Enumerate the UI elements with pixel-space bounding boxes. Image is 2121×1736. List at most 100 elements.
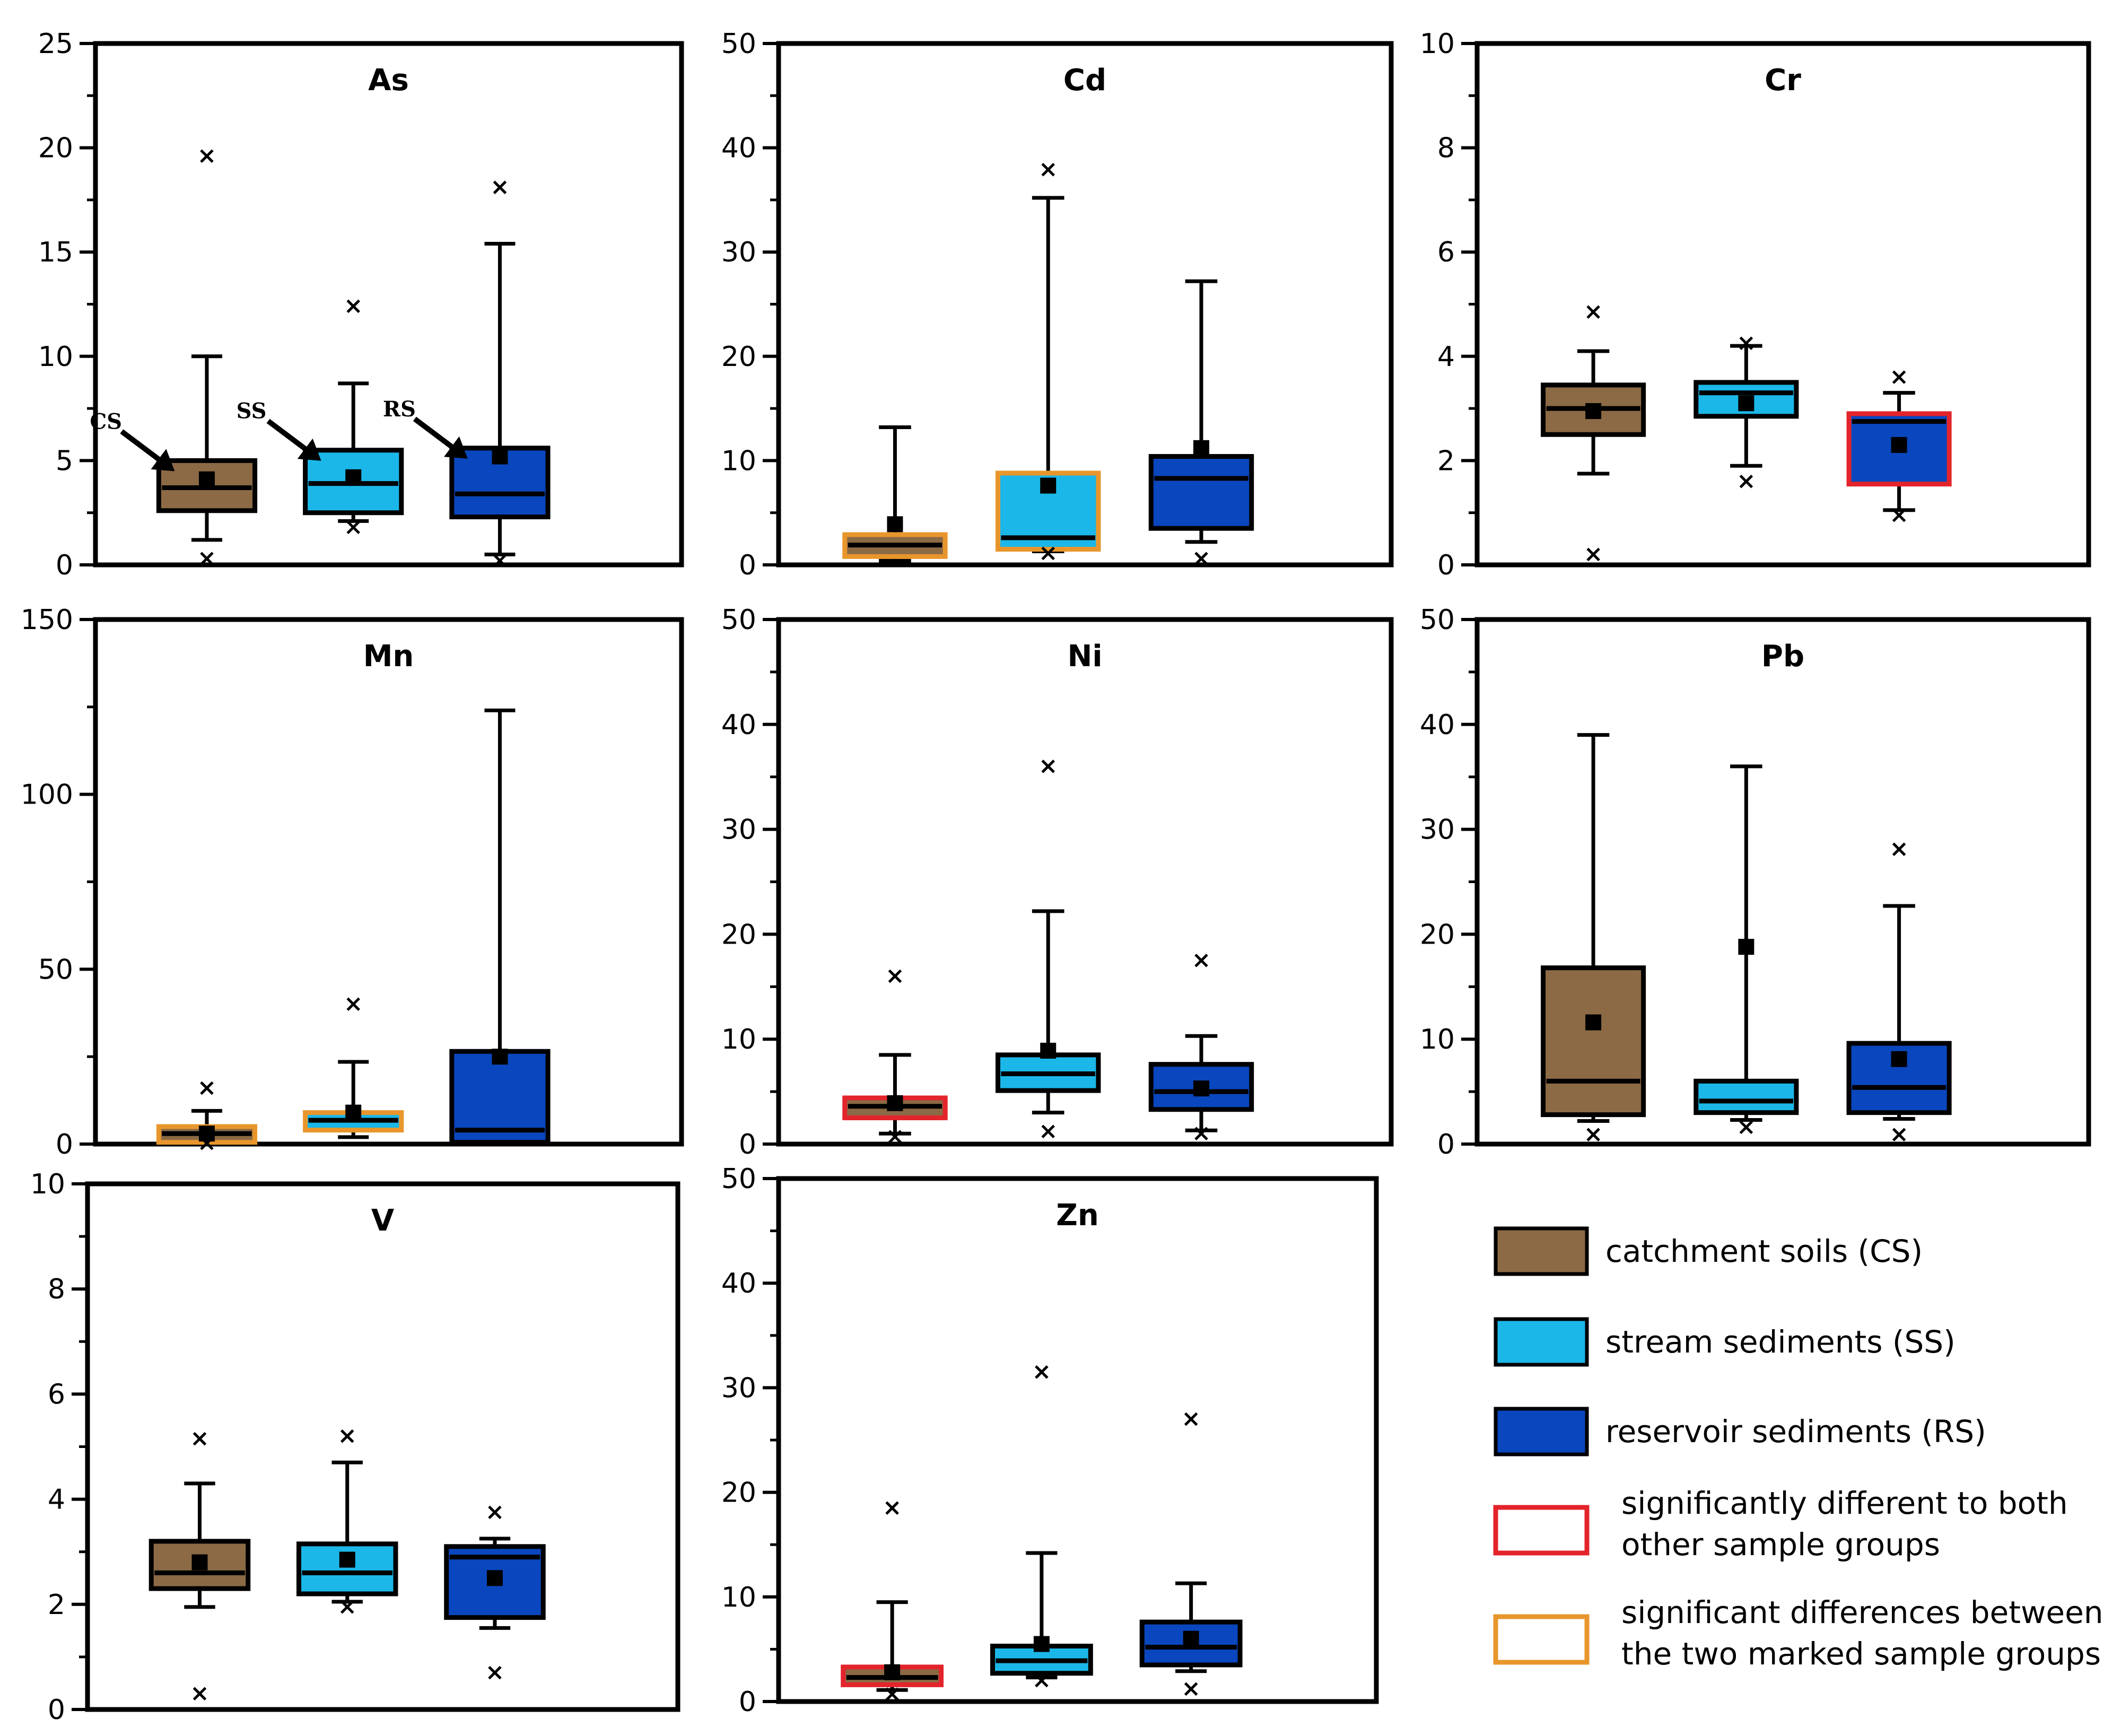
outlier-stroke — [1739, 336, 1753, 350]
y-tick-label: 150 — [21, 604, 73, 636]
y-tick-label: 50 — [1420, 604, 1455, 636]
legend-label: the two marked sample groups — [1621, 1636, 2101, 1672]
outlier-stroke — [885, 1687, 899, 1701]
mean-marker — [191, 1554, 208, 1571]
callout-label: CS — [90, 409, 122, 434]
y-tick-label: 20 — [721, 341, 756, 373]
box-rs — [1148, 954, 1254, 1140]
y-tick-label: 0 — [1437, 549, 1455, 581]
box-body — [1148, 454, 1254, 531]
y-tick-label: 10 — [721, 1024, 756, 1055]
y-tick-label: 20 — [721, 1477, 756, 1509]
mean-marker — [1738, 939, 1755, 955]
y-tick-label: 2 — [48, 1589, 65, 1621]
plot-frame — [85, 1181, 680, 1712]
legend-swatch — [1493, 1505, 1590, 1556]
outlier-stroke — [1035, 1673, 1049, 1688]
legend: catchment soils (CS) stream sediments (SS… — [1493, 1226, 2103, 1672]
y-tick-label: 0 — [48, 1694, 65, 1726]
mean-marker — [1193, 1080, 1209, 1097]
y-tick-label: 40 — [721, 709, 756, 741]
legend-label: significant differences between — [1621, 1594, 2103, 1630]
y-tick-label: 50 — [721, 604, 756, 636]
outlier-marker — [340, 1429, 354, 1443]
callout-arrow-head — [444, 436, 468, 459]
y-tick-label: 10 — [30, 1168, 65, 1200]
outlier-marker — [1739, 1120, 1753, 1135]
outlier-marker — [1041, 760, 1055, 773]
y-tick-label: 2 — [1437, 445, 1455, 477]
y-tick-label: 6 — [48, 1379, 65, 1410]
legend-label: other sample groups — [1621, 1526, 1940, 1563]
outlier-stroke — [1892, 508, 1906, 522]
outlier-marker — [1586, 1128, 1600, 1141]
outlier-marker — [888, 969, 902, 983]
box-body — [1846, 411, 1952, 487]
outlier-marker — [346, 520, 360, 534]
outlier-stroke — [1184, 1412, 1198, 1426]
outlier-marker — [1194, 1127, 1208, 1140]
outlier-marker — [193, 1432, 207, 1446]
outlier-stroke — [1194, 552, 1208, 565]
box-ss — [296, 1429, 398, 1614]
mean-marker — [887, 1095, 903, 1111]
chart-panel-mn: 0 50 100 150 Mn — [21, 604, 684, 1161]
callout-arrow-shaft — [413, 416, 453, 449]
outlier-marker — [200, 149, 214, 163]
box-rs — [449, 180, 551, 568]
box-ss — [303, 299, 404, 534]
box-cs — [841, 1501, 944, 1701]
mean-marker — [486, 1570, 503, 1586]
box-cs — [156, 1081, 258, 1150]
outlier-stroke — [1892, 1128, 1906, 1141]
box-ss — [303, 997, 404, 1139]
mean-marker — [339, 1551, 355, 1568]
outlier-stroke — [200, 1136, 214, 1150]
legend-item-cs: catchment soils (CS) — [1494, 1226, 1923, 1276]
outlier-stroke — [488, 1665, 502, 1680]
y-tick-label: 10 — [1420, 1024, 1455, 1055]
outlier-stroke — [1184, 1682, 1198, 1696]
outlier-stroke — [1035, 1365, 1049, 1379]
outlier-marker — [493, 180, 507, 195]
legend-swatch — [1494, 1317, 1589, 1367]
box-rs — [444, 1505, 546, 1680]
box-rs — [449, 708, 551, 1146]
outlier-marker — [488, 1505, 502, 1520]
outlier-marker — [885, 1687, 899, 1701]
mean-marker — [1040, 477, 1057, 494]
mean-marker — [492, 1049, 508, 1065]
outlier-stroke — [200, 149, 214, 163]
outlier-marker — [346, 299, 360, 313]
legend-label: reservoir sediments (RS) — [1605, 1414, 1986, 1450]
outlier-stroke — [493, 554, 507, 568]
legend-item-rs: reservoir sediments (RS) — [1494, 1407, 1986, 1456]
panel-title: Mn — [363, 639, 414, 674]
outlier-stroke — [193, 1687, 207, 1701]
mean-marker — [1040, 1042, 1057, 1059]
outlier-marker — [200, 1136, 214, 1150]
outlier-marker — [346, 997, 360, 1011]
outlier-stroke — [346, 997, 360, 1011]
y-tick-label: 10 — [1420, 28, 1455, 60]
mean-marker — [1738, 395, 1755, 412]
box-cs — [1541, 305, 1646, 562]
y-tick-label: 50 — [38, 954, 73, 985]
outlier-stroke — [340, 1600, 354, 1614]
mean-marker — [492, 448, 508, 465]
outlier-marker — [1035, 1365, 1049, 1379]
outlier-stroke — [1586, 547, 1600, 562]
mean-marker — [1891, 437, 1907, 453]
y-tick-label: 30 — [1420, 814, 1455, 846]
outlier-marker — [885, 1501, 899, 1515]
box-rs — [1139, 1412, 1243, 1696]
mean-marker — [1891, 1051, 1907, 1067]
outlier-marker — [1739, 474, 1753, 488]
outlier-stroke — [488, 1505, 502, 1520]
box-ss — [990, 1365, 1093, 1688]
chart-panel-zn: 0 10 20 30 40 50 Zn — [721, 1163, 1379, 1718]
plot-frame — [1474, 41, 2091, 568]
outlier-marker — [1194, 954, 1208, 967]
mean-marker — [1585, 403, 1602, 420]
